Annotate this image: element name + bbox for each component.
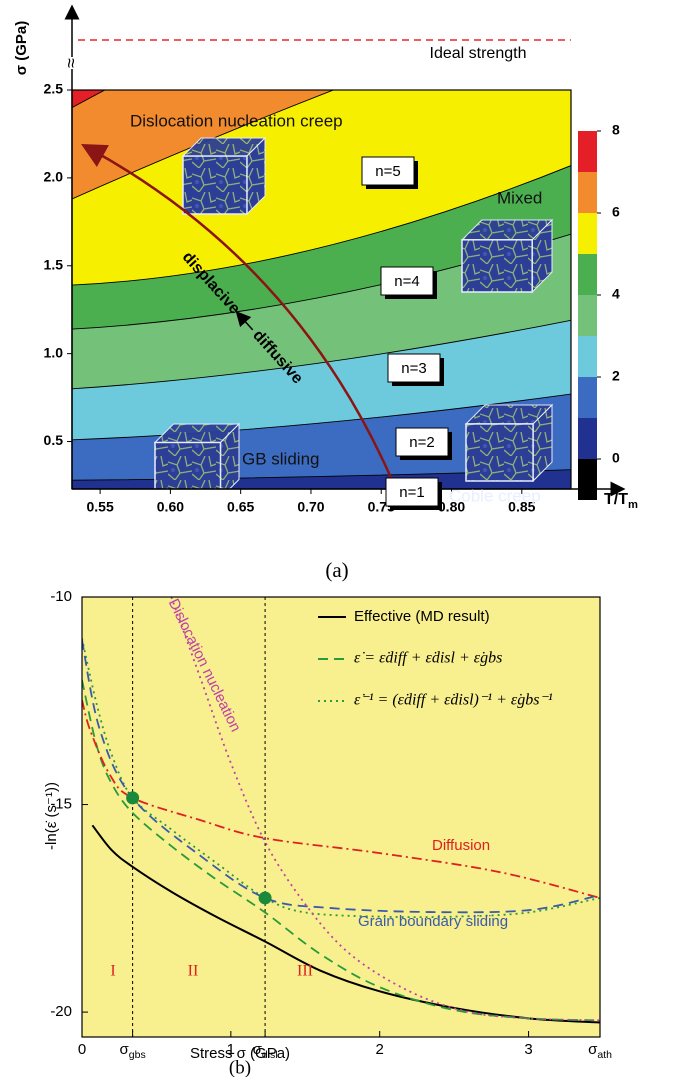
x-tick-label: 2 [376, 1041, 384, 1058]
y-tick-label: 2.0 [44, 169, 64, 185]
exponent-label: n=3 [401, 360, 426, 377]
regime-label: III [297, 963, 313, 980]
colorbar-tick-label: 0 [612, 450, 620, 466]
colorbar-band [578, 172, 597, 213]
x-tick-label: 0 [78, 1041, 86, 1058]
reference-label: Ideal strength [430, 45, 527, 62]
exponent-label: n=5 [375, 163, 400, 180]
region-label: Coble creep [449, 486, 541, 505]
legend-label: ε̇⁻¹ = (ε̇diff + ε̇disl)⁻¹ + ε̇gbs⁻¹ [354, 692, 553, 709]
plot-background [82, 597, 600, 1037]
intersection-marker [126, 791, 139, 804]
x-tick-label: 0.55 [86, 499, 113, 515]
exponent-label: n=1 [399, 484, 424, 501]
intersection-marker [259, 891, 272, 904]
x-tick-label: 0.65 [227, 499, 254, 515]
regime-label: II [188, 963, 199, 980]
page: ≈ Ideal strength 0.5 1.0 1.5 2.0 2.5 0.55 0.60 0.… [0, 0, 674, 1077]
colorbar-band [578, 336, 597, 377]
inset-front [462, 240, 532, 292]
exponent-label: n=2 [409, 434, 434, 451]
legend-label: Effective (MD result) [354, 608, 490, 625]
region-label: Mixed [497, 188, 542, 207]
colorbar-tick-label: 8 [612, 122, 620, 138]
y-tick-label: -10 [50, 588, 72, 605]
x-tick-label: σgbs [120, 1041, 146, 1061]
x-tick-label: σath [588, 1041, 612, 1061]
inset-front [183, 156, 247, 214]
colorbar-tick-label: 6 [612, 204, 620, 220]
y-tick-label: 1.5 [44, 256, 64, 272]
y-axis-label: σ (GPa) [13, 21, 30, 75]
y-tick-label: 2.5 [44, 81, 64, 97]
colorbar-band [578, 295, 597, 336]
y-tick-label: 0.5 [44, 432, 64, 448]
y-tick-label: 1.0 [44, 344, 64, 360]
colorbar-band [578, 254, 597, 295]
x-tick-label: 0.60 [157, 499, 184, 515]
region-label: Dislocation nucleation creep [130, 111, 343, 130]
regime-label: I [110, 963, 115, 980]
colorbar-band [578, 418, 597, 459]
inset-front [466, 424, 533, 481]
figure: ≈ Ideal strength 0.5 1.0 1.5 2.0 2.5 0.55 0.60 0.… [0, 0, 674, 1077]
colorbar-band [578, 213, 597, 254]
panel-label: (b) [229, 1057, 251, 1077]
contour-map [72, 0, 571, 498]
colorbar-tick-label: 2 [612, 368, 620, 384]
axis-break: ≈ [61, 58, 81, 68]
y-tick-label: -20 [50, 1003, 72, 1020]
colorbar-band [578, 131, 597, 172]
x-axis-label: T/Tm [604, 491, 638, 511]
colorbar-band [578, 459, 597, 500]
legend-label: ε̇ = ε̇diff + ε̇disl + ε̇gbs [354, 650, 502, 667]
x-tick-label: 3 [524, 1041, 532, 1058]
region-label: GB sliding [242, 449, 319, 468]
curve-label: Diffusion [432, 837, 490, 854]
x-tick-label: 0.70 [297, 499, 324, 515]
exponent-label: n=4 [394, 273, 419, 290]
y-axis-label: -ln(ε̇ (s⁻¹)) [43, 782, 60, 850]
colorbar-tick-label: 4 [612, 286, 620, 302]
colorbar-band [578, 377, 597, 418]
curve-label: Grain boundary sliding [358, 913, 508, 930]
panel-label: (a) [325, 558, 348, 582]
colorbar-band [578, 90, 597, 131]
